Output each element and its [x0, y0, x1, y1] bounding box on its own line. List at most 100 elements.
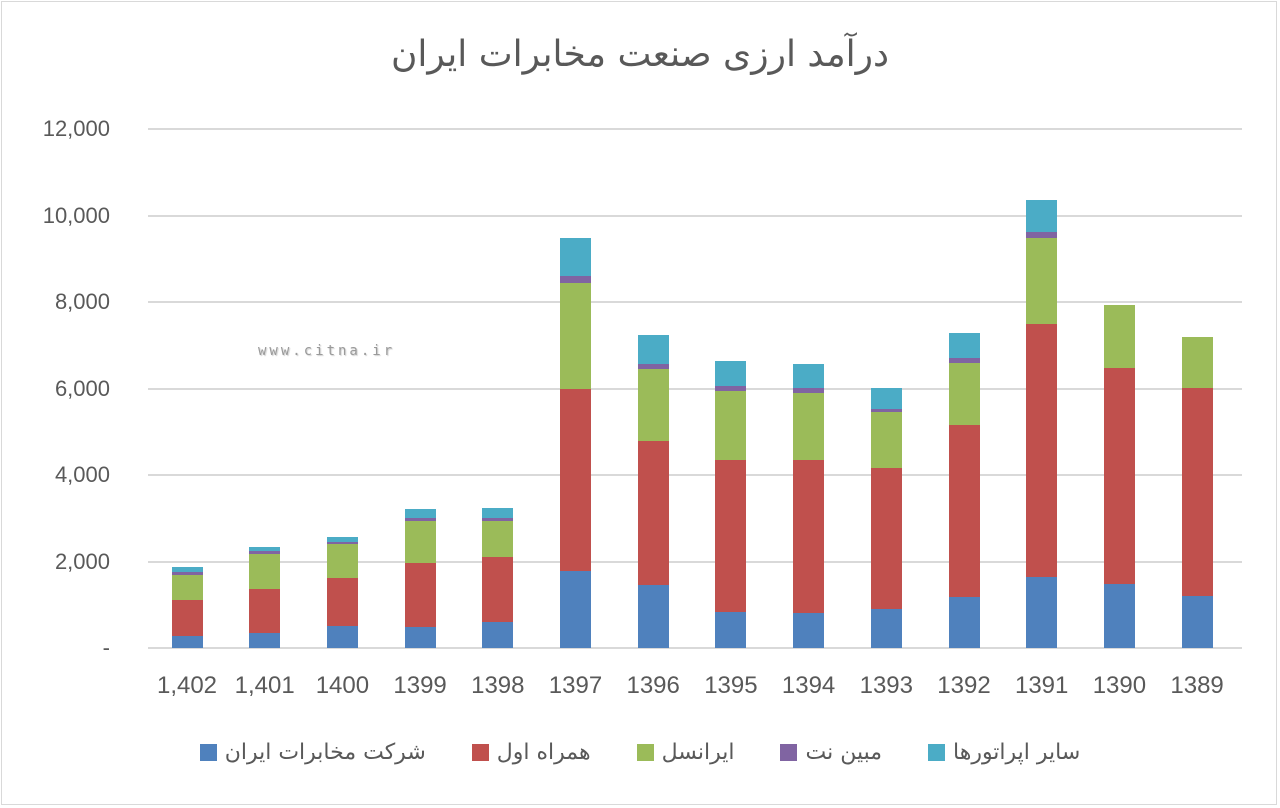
legend-swatch-icon	[471, 744, 489, 761]
bar-segment	[404, 508, 436, 518]
bar-segment	[560, 238, 591, 276]
legend-item: همراه اول	[471, 740, 591, 765]
legend-item: سایر اپراتورها	[928, 740, 1080, 765]
bar-segment	[404, 626, 436, 648]
bar-segment	[1181, 596, 1213, 648]
bar-segment	[948, 332, 980, 358]
x-tick-label: 1391	[1014, 672, 1069, 699]
stacked-bar	[249, 546, 281, 648]
bar-segment	[1181, 336, 1213, 388]
y-tick-label: -	[102, 635, 110, 660]
bar-segment	[249, 546, 281, 551]
bar-segment	[793, 459, 825, 613]
bar-segment	[793, 392, 825, 460]
stacked-bar	[1103, 305, 1135, 648]
bar-segment	[1103, 583, 1135, 648]
bar-segment	[249, 632, 281, 648]
bar-segment	[793, 387, 825, 393]
bar-segment	[637, 334, 669, 364]
bar-segment	[482, 556, 514, 623]
x-tick-label: 1399	[393, 672, 447, 699]
legend-label: مبین نت	[805, 740, 883, 765]
bar-segment	[171, 574, 203, 600]
bar-segment	[1026, 577, 1058, 648]
y-tick-label: 2,000	[54, 548, 110, 574]
bar-segment	[326, 536, 358, 543]
gridline	[148, 387, 1242, 390]
bar-segment	[1026, 231, 1058, 239]
gridline	[148, 560, 1242, 563]
legend-swatch-icon	[636, 744, 654, 761]
bar-segment	[326, 543, 358, 578]
bar-segment	[870, 411, 902, 468]
watermark: www.citna.ir	[258, 343, 396, 359]
x-tick-label: 1396	[626, 672, 680, 699]
bar-segment	[326, 577, 358, 626]
chart-title: درآمد ارزی صنعت مخابرات ایران	[390, 34, 890, 75]
legend-swatch-icon	[780, 744, 798, 761]
bar-segment	[637, 369, 669, 441]
x-tick-label: 1393	[859, 672, 913, 699]
y-tick-label: 6,000	[54, 375, 110, 401]
bar-segment	[326, 542, 358, 544]
bar-segment	[249, 553, 281, 589]
legend-item: ایرانسل	[636, 740, 734, 765]
legend-label: همراه اول	[496, 740, 591, 765]
bar-segment	[1103, 367, 1135, 584]
bar-segment	[793, 612, 825, 648]
x-tick-label: 1400	[315, 672, 370, 699]
bar-segment	[870, 467, 902, 610]
bar-segment	[715, 360, 747, 386]
bar-segment	[870, 387, 902, 409]
stacked-bar	[482, 507, 514, 648]
bar-segment	[560, 388, 591, 571]
bar-segment	[1026, 323, 1058, 578]
gridline	[148, 301, 1242, 303]
bar-segment	[715, 390, 747, 460]
bar-segment	[249, 550, 281, 554]
bar-segment	[482, 517, 514, 521]
x-tick-label: 1394	[781, 672, 836, 699]
stacked-bar	[715, 360, 747, 648]
gridline	[148, 647, 1242, 649]
gridline	[148, 214, 1242, 217]
x-tick-label: 1392	[937, 672, 991, 699]
y-tick-label: 10,000	[42, 202, 110, 228]
bar-segment	[560, 275, 591, 283]
bar-segment	[404, 517, 436, 521]
stacked-bar	[870, 387, 902, 648]
y-tick-label: 4,000	[54, 462, 110, 487]
bar-segment	[1181, 387, 1213, 597]
bar-segment	[1103, 305, 1135, 368]
stacked-bar	[171, 567, 203, 648]
legend-swatch-icon	[928, 744, 946, 761]
bar-segment	[171, 571, 203, 575]
stacked-bar	[1026, 199, 1058, 648]
bar-segment	[870, 609, 902, 648]
stacked-bar	[404, 508, 436, 648]
bar-segment	[948, 424, 980, 597]
legend-label: سایر اپراتورها	[953, 740, 1081, 765]
bar-segment	[637, 584, 669, 648]
x-tick-label: 1389	[1170, 672, 1224, 699]
stacked-bar	[1181, 336, 1213, 648]
y-tick-label: 8,000	[54, 289, 110, 314]
legend-item: شرکت مخابرات ایران	[199, 740, 426, 765]
x-tick-label: 1,401	[234, 672, 295, 699]
bar-segment	[560, 571, 591, 648]
bar-segment	[715, 385, 747, 391]
gridline	[148, 128, 1242, 130]
gridline	[148, 474, 1242, 476]
stacked-bar	[560, 238, 591, 648]
bar-segment	[404, 562, 436, 627]
bar-segment	[948, 596, 980, 648]
bar-segment	[948, 357, 980, 363]
bar-segment	[249, 588, 281, 633]
bar-segment	[715, 612, 747, 648]
bar-segment	[482, 507, 514, 518]
legend-item: مبین نت	[780, 740, 882, 765]
bar-segment	[637, 440, 669, 585]
bar-segment	[404, 520, 436, 563]
x-tick-label: 1398	[471, 672, 525, 699]
